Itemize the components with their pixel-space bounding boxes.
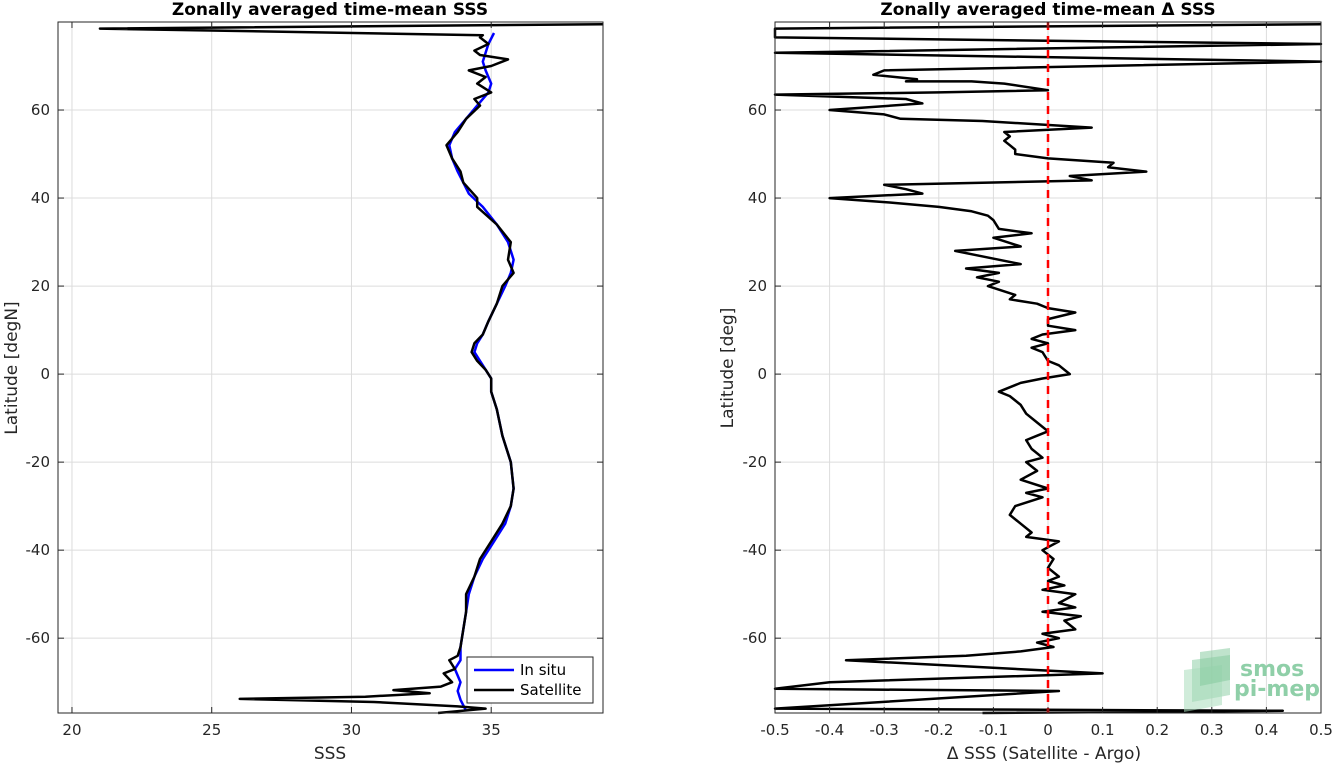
legend-label-satellite: Satellite <box>520 681 581 699</box>
right-ytick-label: -40 <box>743 541 768 559</box>
right-chart: Zonally averaged time-mean Δ SSS -0.5 -0.… <box>718 0 1333 764</box>
smos-pi-mep-logo: smos pi-mep <box>1184 648 1320 712</box>
left-chart-ylabel: Latitude [degN] <box>2 301 22 434</box>
right-xtick-label: -0.2 <box>924 721 953 739</box>
right-ytick-label: 0 <box>757 365 767 383</box>
legend: In situ Satellite <box>466 656 594 704</box>
right-ytick-label: -20 <box>743 453 768 471</box>
right-xtick-label: 0.5 <box>1309 721 1333 739</box>
right-xtick-label: -0.4 <box>815 721 844 739</box>
left-xtick-label: 20 <box>62 721 81 739</box>
left-chart: Zonally averaged time-mean SSS 20 25 30 35 -… <box>2 0 604 764</box>
right-series-line-0 <box>773 22 1323 715</box>
logo-waves-icon <box>1184 648 1230 712</box>
left-xtick-label: 30 <box>342 721 361 739</box>
left-ytick-label: 20 <box>31 277 50 295</box>
legend-box <box>466 656 594 704</box>
logo-line1: smos <box>1240 657 1304 682</box>
left-chart-ticks: 20 25 30 35 -60 -40 -20 0 20 40 60 <box>26 22 603 739</box>
right-chart-title: Zonally averaged time-mean Δ SSS <box>880 0 1215 20</box>
left-ytick-label: 0 <box>40 365 50 383</box>
right-xtick-label: 0.4 <box>1254 721 1278 739</box>
legend-label-in-situ: In situ <box>520 661 566 679</box>
right-xtick-label: -0.1 <box>979 721 1008 739</box>
right-xtick-label: 0.2 <box>1145 721 1169 739</box>
left-series-line-satellite <box>98 22 604 715</box>
left-ytick-label: 60 <box>31 101 50 119</box>
right-ytick-label: 20 <box>748 277 767 295</box>
left-chart-title: Zonally averaged time-mean SSS <box>172 0 488 20</box>
left-ytick-label: -60 <box>26 629 51 647</box>
left-xtick-label: 25 <box>202 721 221 739</box>
left-chart-xlabel: SSS <box>314 744 346 764</box>
right-ytick-label: -60 <box>743 629 768 647</box>
left-chart-grid <box>58 22 603 713</box>
left-chart-series <box>98 22 604 715</box>
left-series-line-in-situ <box>448 32 515 712</box>
left-chart-axes-box <box>57 21 604 714</box>
left-ytick-label: 40 <box>31 189 50 207</box>
right-xtick-label: -0.5 <box>760 721 789 739</box>
right-chart-ylabel: Latitude [deg] <box>718 308 738 429</box>
right-ytick-label: 60 <box>748 101 767 119</box>
left-ytick-label: -40 <box>26 541 51 559</box>
logo-line2: pi-mep <box>1234 677 1320 702</box>
right-chart-xlabel: Δ SSS (Satellite - Argo) <box>947 744 1141 764</box>
right-xtick-label: -0.3 <box>870 721 899 739</box>
right-chart-series <box>773 22 1323 715</box>
right-xtick-label: 0.3 <box>1200 721 1224 739</box>
left-xtick-label: 35 <box>482 721 501 739</box>
right-ytick-label: 40 <box>748 189 767 207</box>
right-xtick-label: 0.1 <box>1091 721 1115 739</box>
left-ytick-label: -20 <box>26 453 51 471</box>
right-chart-ticks: -0.5 -0.4 -0.3 -0.2 -0.1 0 0.1 0.2 0.3 0.4 0.5 -60 -… <box>743 22 1333 739</box>
right-xtick-label: 0 <box>1043 721 1053 739</box>
